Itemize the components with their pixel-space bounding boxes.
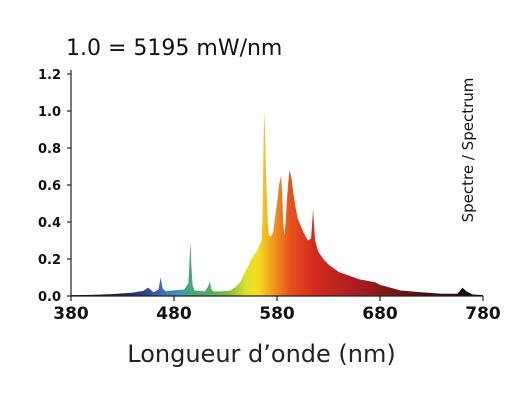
x-tick-label: 380	[53, 304, 89, 324]
y-tick-label: 0.4	[38, 216, 61, 231]
y-tick-label: 0.2	[38, 253, 61, 268]
x-tick-label: 580	[259, 304, 295, 324]
spectrum-area	[71, 111, 483, 296]
y-tick-label: 1.0	[38, 105, 61, 120]
y-tick-label: 0.6	[38, 179, 61, 194]
y-tick-label: 1.2	[38, 68, 61, 83]
x-tick-label: 480	[156, 304, 192, 324]
x-tick-label: 780	[465, 304, 501, 324]
y-tick-label: 0.0	[38, 290, 61, 305]
x-tick-label: 680	[362, 304, 398, 324]
chart-title: 1.0 = 5195 mW/nm	[66, 36, 283, 61]
spectrum-label: Spectre / Spectrum	[459, 77, 477, 223]
y-tick-label: 0.8	[38, 142, 61, 157]
x-axis-title: Longueur d’onde (nm)	[127, 340, 396, 368]
